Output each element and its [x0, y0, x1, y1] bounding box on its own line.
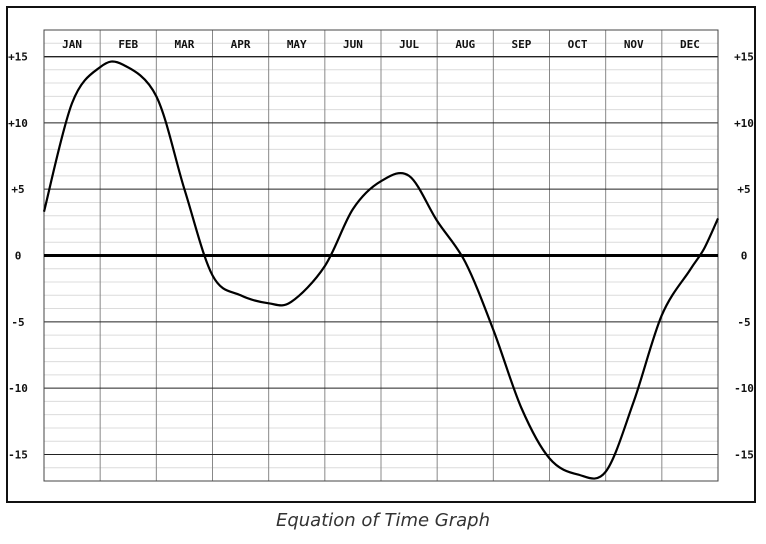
y-tick-label-right: -5	[737, 316, 750, 329]
y-tick-label-left: +5	[11, 183, 24, 196]
month-label-jul: JUL	[399, 38, 419, 51]
month-label-sep: SEP	[511, 38, 531, 51]
month-label-apr: APR	[231, 38, 251, 51]
y-tick-label-right: +5	[737, 183, 750, 196]
month-label-feb: FEB	[118, 38, 138, 51]
equation-of-time-curve	[42, 60, 719, 480]
month-label-nov: NOV	[624, 38, 644, 51]
y-tick-label-left: -15	[8, 448, 28, 461]
y-tick-label-left: 0	[15, 250, 22, 263]
y-tick-label-left: +15	[8, 51, 28, 64]
month-label-dec: DEC	[680, 38, 700, 51]
month-label-aug: AUG	[455, 38, 475, 51]
y-tick-label-right: +10	[734, 117, 754, 130]
month-label-oct: OCT	[568, 38, 588, 51]
month-label-may: MAY	[287, 38, 307, 51]
month-label-jan: JAN	[62, 38, 82, 51]
chart-caption: Equation of Time Graph	[275, 510, 491, 531]
y-tick-label-right: -15	[734, 448, 754, 461]
month-label-mar: MAR	[174, 38, 194, 51]
equation-of-time-chart: JAN FEB MAR APR MAY JUN JUL AUG SEP OCT NOV DEC +15 +…	[8, 29, 754, 482]
y-tick-label-left: +10	[8, 117, 28, 130]
month-label-jun: JUN	[343, 38, 363, 51]
y-tick-label-left: -10	[8, 382, 28, 395]
y-tick-label-right: -10	[734, 382, 754, 395]
y-tick-label-right: 0	[741, 250, 748, 263]
y-tick-label-right: +15	[734, 51, 754, 64]
y-tick-label-left: -5	[11, 316, 24, 329]
